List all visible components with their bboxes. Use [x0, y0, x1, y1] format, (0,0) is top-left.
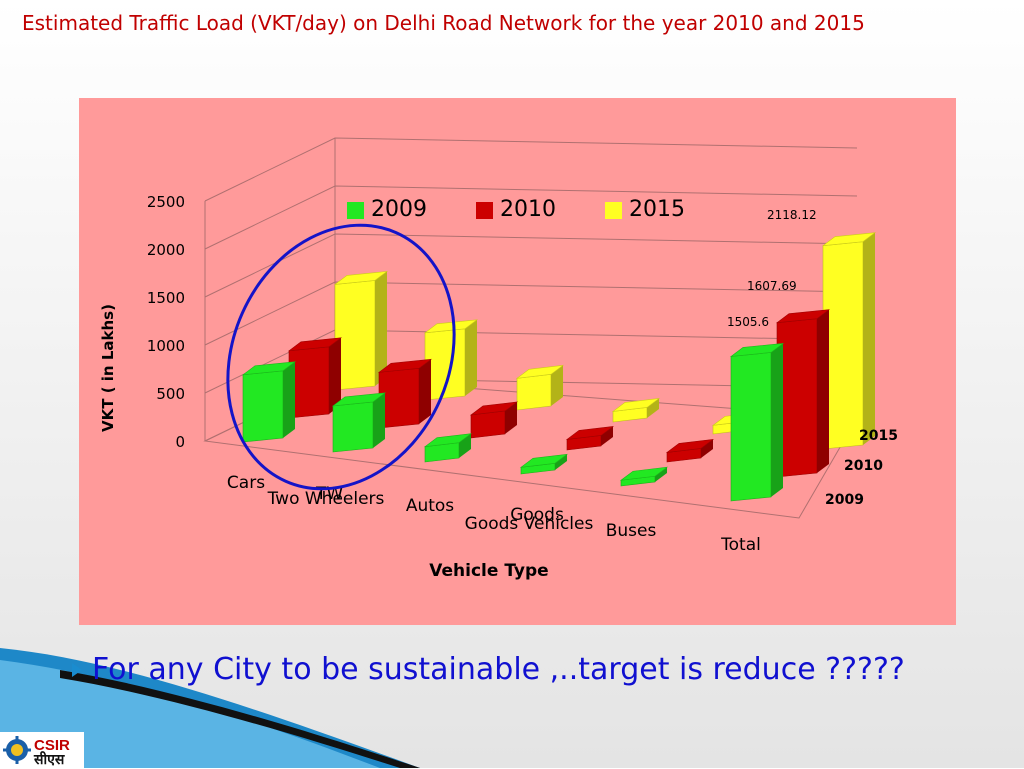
bar-side — [771, 343, 783, 497]
bar-side — [701, 439, 713, 458]
y-tick-label: 2000 — [147, 241, 185, 259]
x-tick-label: Buses — [606, 521, 657, 541]
bar-front — [730, 352, 772, 502]
x-tick-label: Goods — [510, 505, 564, 525]
bar-side — [505, 401, 517, 434]
x-tick-label: Autos — [406, 496, 454, 516]
bar-front — [516, 373, 552, 411]
depth-tick-label: 2009 — [825, 492, 864, 508]
bullet-arrow-icon — [72, 662, 82, 677]
legend-label: 2009 — [371, 197, 427, 222]
bar-top — [241, 361, 297, 376]
slide-title: Estimated Traffic Load (VKT/day) on Delh… — [22, 11, 865, 35]
x-tick-label: Total — [720, 535, 761, 555]
data-label: 1505.6 — [727, 315, 769, 329]
bar-side — [373, 392, 385, 448]
y-axis-title: VKT ( in Lakhs) — [99, 304, 117, 432]
bar-top — [377, 358, 433, 373]
legend-swatch — [347, 202, 364, 219]
data-label: 2118.12 — [767, 208, 817, 222]
legend-label: 2015 — [629, 197, 685, 222]
bar-top — [821, 232, 877, 247]
logo-text: CSIR — [34, 736, 70, 754]
bar-side — [601, 426, 613, 446]
bar-top — [331, 392, 387, 407]
bar-top — [519, 453, 569, 468]
bar-top — [565, 426, 615, 440]
bar-front — [242, 370, 284, 443]
x-tick-label: Goods Vehicles — [465, 514, 594, 534]
vkt-bar-chart: 0 500 1000 1500 2000 2500 VKT ( in Lakhs) Vehic… — [99, 137, 898, 581]
bar-side — [555, 454, 567, 470]
y-tick-label: 1000 — [147, 337, 185, 355]
bar-side — [465, 319, 477, 396]
bar-side — [283, 361, 295, 438]
y-tick-label: 2500 — [147, 193, 185, 211]
bullet-line: For any City to be sustainable ,..target… — [72, 652, 1022, 687]
annotation-ellipse — [226, 223, 456, 491]
depth-tick-label: 2015 — [859, 428, 898, 444]
chart-panel: 0 500 1000 1500 2000 2500 VKT ( in Lakhs) Vehic… — [79, 98, 956, 625]
bar-top — [423, 433, 473, 448]
bar-side — [419, 359, 431, 424]
bar-top — [665, 438, 715, 453]
legend-label: 2010 — [500, 197, 556, 222]
y-tick-label: 1500 — [147, 289, 185, 307]
bar-top — [775, 309, 831, 324]
bar-side — [655, 467, 667, 482]
bar-top — [515, 364, 565, 379]
y-tick-label: 0 — [175, 433, 185, 451]
depth-tick-label: 2010 — [844, 458, 883, 474]
bar-side — [459, 433, 471, 458]
bar-front — [470, 410, 506, 439]
legend-swatch — [605, 202, 622, 219]
logo-sub-text: सीएस — [34, 752, 65, 768]
x-tick-label: Two Wheelers — [267, 489, 385, 509]
bar-side — [329, 337, 341, 414]
x-axis-title: Vehicle Type — [429, 561, 548, 581]
y-tick-label: 500 — [156, 385, 185, 403]
data-label: 1607.69 — [747, 279, 797, 293]
bar-top — [611, 398, 661, 412]
csir-logo: CSIR सीएस — [0, 732, 84, 768]
gear-icon — [3, 736, 31, 764]
decorative-swoosh — [0, 648, 420, 768]
bar-top — [423, 319, 479, 334]
bar-side — [647, 398, 659, 418]
bar-top — [287, 337, 343, 352]
bar-top — [469, 401, 519, 416]
bar-top — [619, 466, 669, 481]
bar-side — [817, 309, 829, 473]
x-tick-label: Cars — [227, 473, 265, 493]
bar-side — [551, 365, 563, 406]
gridline — [204, 137, 858, 202]
bar-top — [729, 343, 785, 357]
legend-swatch — [476, 202, 493, 219]
bar-top — [333, 270, 389, 285]
bar-side — [375, 271, 387, 386]
bar-front — [332, 401, 374, 453]
bar-side — [863, 232, 875, 445]
bullet-text: For any City to be sustainable ,..target… — [92, 652, 905, 687]
